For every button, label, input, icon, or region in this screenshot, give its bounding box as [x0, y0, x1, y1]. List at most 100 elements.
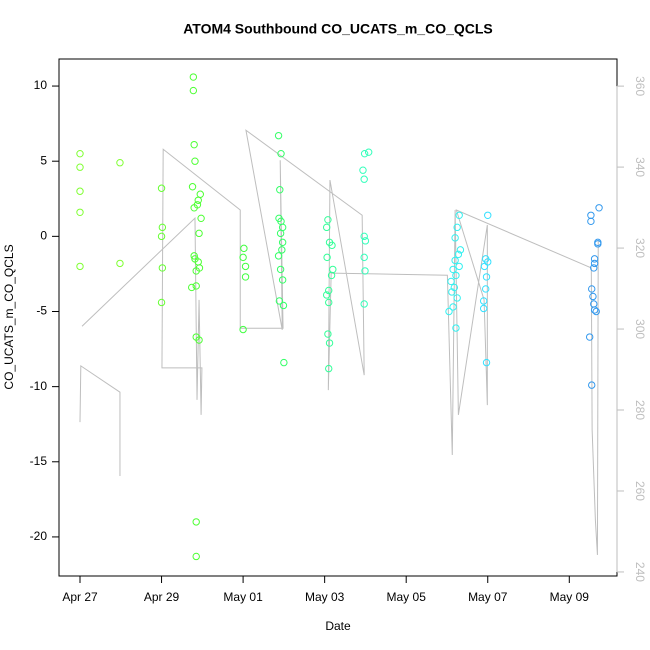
x-tick-label: May 09: [550, 590, 590, 604]
point: [277, 149, 285, 158]
point: [325, 339, 334, 347]
plot-frame: [58, 58, 618, 577]
point: [190, 252, 198, 260]
y2-tick-label: 340: [633, 157, 647, 177]
point: [157, 184, 166, 192]
point: [592, 307, 600, 316]
point: [278, 223, 287, 232]
point: [325, 298, 333, 307]
point: [241, 273, 250, 281]
point: [450, 283, 459, 292]
point: [449, 265, 457, 274]
x-axis-label: Date: [325, 619, 351, 633]
point: [589, 292, 597, 301]
point: [360, 232, 368, 241]
point: [189, 73, 198, 81]
point: [364, 148, 373, 156]
y-tick-label: -5: [36, 304, 47, 318]
point: [361, 237, 370, 245]
point: [325, 286, 333, 295]
y2-tick-label: 280: [633, 400, 647, 420]
point: [76, 149, 84, 158]
point: [360, 300, 368, 308]
point: [274, 252, 283, 260]
point: [278, 238, 287, 247]
point: [276, 186, 284, 194]
y2-tick-label: 260: [633, 481, 647, 501]
point: [448, 288, 456, 296]
y2-tick-label: 360: [633, 76, 647, 96]
point: [452, 324, 460, 332]
point: [590, 306, 599, 314]
y-tick-label: 0: [40, 229, 47, 243]
point: [76, 187, 84, 195]
y-tick-label: 10: [34, 78, 48, 92]
point: [588, 381, 596, 389]
point: [76, 262, 84, 271]
point: [188, 283, 196, 292]
point: [323, 253, 331, 262]
y2-tick-label: 240: [633, 562, 647, 582]
point: [453, 223, 461, 232]
point: [189, 86, 198, 95]
point: [359, 166, 367, 174]
point: [194, 196, 202, 204]
point: [192, 552, 200, 561]
point: [449, 303, 457, 311]
point: [191, 157, 199, 165]
point: [188, 183, 197, 191]
point: [454, 250, 463, 259]
point: [192, 282, 200, 290]
y-axis-label: CO_UCATS_m_CO_QCLS: [2, 244, 16, 389]
point: [594, 238, 602, 247]
point: [239, 325, 247, 334]
point: [590, 259, 599, 268]
y-tick-label: 5: [40, 153, 47, 167]
x-tick-label: May 05: [387, 590, 427, 604]
point: [451, 256, 459, 265]
point: [76, 208, 84, 216]
point: [279, 301, 288, 310]
chart-title: ATOM4 Southbound CO_UCATS_m_CO_QCLS: [183, 21, 493, 37]
point: [197, 214, 205, 223]
point: [278, 276, 287, 284]
x-tick-label: Apr 27: [62, 590, 98, 604]
point: [276, 265, 285, 274]
point: [360, 253, 368, 262]
point: [157, 298, 166, 307]
point: [328, 241, 336, 250]
point: [361, 267, 369, 275]
line: [79, 129, 599, 555]
point: [479, 304, 488, 313]
point: [327, 271, 336, 280]
point: [329, 265, 337, 274]
point: [276, 229, 285, 238]
point: [453, 294, 461, 302]
point: [190, 140, 198, 149]
point: [451, 234, 459, 242]
point: [445, 307, 453, 316]
point: [482, 273, 491, 281]
point: [280, 358, 288, 367]
point: [587, 217, 595, 226]
point: [479, 297, 488, 305]
y2-tick-label: 320: [633, 238, 647, 258]
y2-tick-label: 300: [633, 319, 647, 339]
point: [192, 267, 200, 275]
point: [116, 259, 124, 268]
point: [585, 333, 594, 341]
point: [274, 131, 283, 140]
x-tick-label: May 01: [223, 590, 263, 604]
point: [241, 262, 250, 271]
point: [455, 262, 463, 271]
point: [239, 253, 247, 262]
point: [482, 358, 491, 367]
point: [590, 264, 598, 272]
point: [324, 330, 332, 338]
point: [595, 204, 603, 212]
point: [447, 277, 455, 286]
point: [158, 223, 167, 232]
x-tick-label: May 07: [468, 590, 508, 604]
